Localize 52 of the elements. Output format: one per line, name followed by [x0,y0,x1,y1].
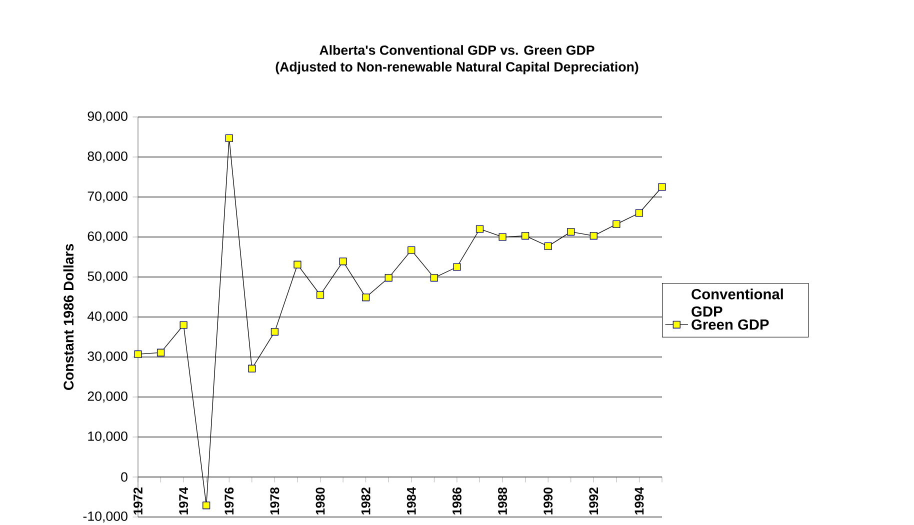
y-tick-label: 40,000 [87,311,128,323]
point [635,209,644,217]
point [225,134,233,142]
x-tick-label: 1986 [452,488,462,514]
y-axis-title: Constant 1986 Dollars [63,244,74,390]
x-tick-label: 1994 [634,487,644,514]
point [156,348,165,356]
point [498,233,506,241]
y-tick-label: -10,000 [83,511,128,523]
point [316,291,324,299]
point [476,225,484,233]
x-tick-label: 1976 [224,488,234,514]
x-tick-label: 1984 [406,487,416,514]
y-tick-label: 60,000 [88,231,128,243]
point [522,232,530,240]
x-tick-label: 1982 [361,488,370,514]
y-tick-label: 0 [121,472,128,482]
text: Conventional GDP [692,288,783,317]
point [453,263,461,271]
chart-subtitle: (Adjusted to Non-renewable Natural Capital Depreciation) [276,62,638,74]
x-tick-label: 1978 [270,487,280,514]
point [567,228,575,236]
chart-title: Alberta's Conventional GDP vs. Green GDP [320,45,594,55]
point [270,328,278,336]
x-tick-label: 1974 [179,487,188,514]
point [408,246,416,254]
point [384,274,392,282]
point [658,183,666,191]
x-tick-label: 1990 [544,488,553,514]
point [339,258,347,266]
x-tick-label: 1972 [134,488,142,514]
y-tick-label: 30,000 [88,351,128,363]
x-tick-label: 1992 [589,488,598,514]
point [248,364,256,372]
y-tick-label: 80,000 [88,151,128,163]
point [612,220,620,228]
point [590,232,598,240]
point [202,502,210,510]
y-tick-label: 70,000 [88,191,128,203]
x-tick-label: 1988 [498,487,508,514]
point [430,274,438,282]
y-tick-label: 90,000 [88,111,128,123]
y-tick-label: 20,000 [88,391,128,403]
legend-label: Green GDP [692,319,769,330]
point [180,321,188,329]
point [544,242,552,250]
y-tick-label: 50,000 [88,271,128,283]
point [294,260,302,268]
point [362,294,370,302]
point [134,350,142,358]
x-tick-label: 1980 [316,488,325,514]
y-tick-label: 10,000 [88,431,128,443]
